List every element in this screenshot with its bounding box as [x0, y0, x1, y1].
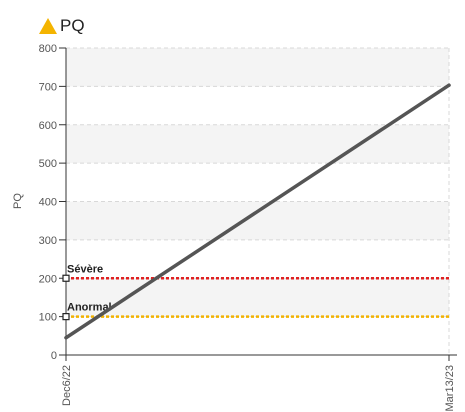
warning-icon — [39, 18, 57, 34]
y-axis-label: PQ — [12, 193, 24, 209]
y-tick-label: 700 — [39, 81, 57, 93]
chart-header: PQ — [38, 14, 85, 38]
y-tick-label: 0 — [51, 350, 57, 362]
threshold-label: Sévère — [67, 263, 103, 275]
y-tick-label: 600 — [39, 120, 57, 132]
plot-band — [66, 124, 449, 164]
series — [64, 83, 451, 340]
data-point — [447, 83, 451, 87]
x-tick-label: Dec6/22 — [61, 365, 73, 406]
y-tick-label: 500 — [39, 158, 57, 170]
y-tick-label: 200 — [39, 273, 57, 285]
y-tick-label: 400 — [39, 197, 57, 209]
y-tick-label: 300 — [39, 235, 57, 247]
threshold-marker — [62, 313, 70, 321]
thresholds: Sévère Anormal — [62, 263, 449, 321]
threshold-label: Anormal — [67, 302, 112, 314]
x-tick-label: Mar13/23 — [444, 365, 456, 411]
y-tick-label: 800 — [39, 43, 57, 55]
plot-band — [66, 278, 449, 317]
plot-bands — [66, 48, 449, 317]
plot-band — [66, 201, 449, 240]
y-tick-label: 100 — [39, 312, 57, 324]
threshold-marker — [62, 274, 70, 282]
x-ticks: Dec6/22 Mar13/23 — [61, 355, 456, 411]
series-line — [64, 83, 451, 340]
y-ticks: 0 100 200 300 400 500 600 700 800 — [39, 43, 66, 362]
plot-band — [66, 48, 449, 87]
chart-title: PQ — [60, 16, 85, 35]
data-point — [64, 336, 68, 340]
